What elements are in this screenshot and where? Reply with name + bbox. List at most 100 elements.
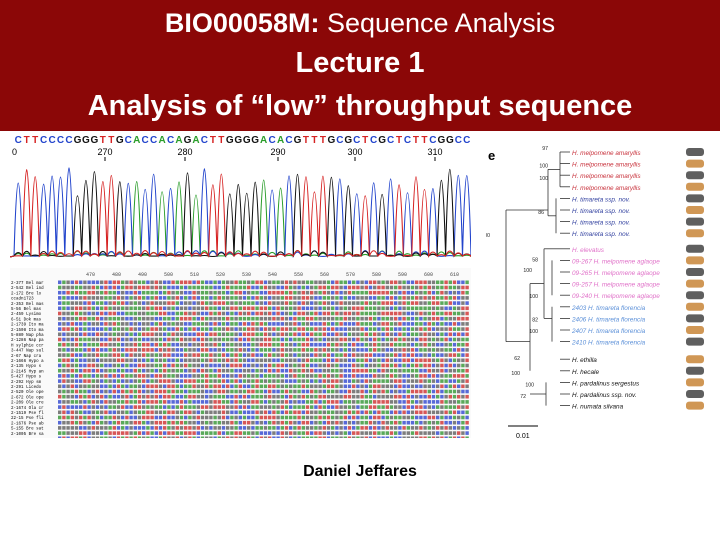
alignment-cell [62, 426, 66, 430]
alignment-cell [62, 436, 66, 441]
position-label: 280 [177, 147, 192, 157]
alignment-cell [238, 384, 242, 389]
alignment-cell [188, 342, 192, 347]
alignment-cell [402, 394, 406, 399]
alignment-cell [196, 394, 200, 399]
alignment-cell [452, 415, 457, 420]
alignment-cell [192, 410, 196, 415]
alignment-cell [385, 415, 389, 420]
alignment-cell [146, 285, 150, 290]
alignment-cell [419, 394, 423, 399]
alignment-cell [125, 322, 129, 326]
alignment-cell [104, 301, 108, 305]
alignment-cell [423, 306, 427, 311]
alignment-cell [415, 301, 419, 305]
alignment-cell [62, 285, 66, 290]
alignment-cell [121, 285, 125, 290]
alignment-cell [217, 316, 221, 321]
alignment-cell [129, 316, 133, 321]
alignment-cell [213, 410, 217, 415]
alignment-cell [209, 296, 213, 300]
alignment-cell [83, 285, 87, 290]
alignment-cell [381, 384, 385, 389]
alignment-cell [87, 363, 91, 368]
alignment-cell [272, 285, 276, 290]
alignment-column-label: 570 [346, 272, 355, 278]
alignment-cell [368, 379, 373, 383]
alignment-cell [389, 374, 394, 378]
alignment-cell [373, 426, 377, 430]
alignment-cell [179, 400, 184, 404]
alignment-cell [188, 394, 192, 399]
alignment-cell [108, 342, 112, 347]
alignment-cell [427, 332, 431, 337]
alignment-cell [347, 405, 352, 409]
alignment-cell [58, 400, 62, 404]
alignment-cell [108, 332, 112, 337]
alignment-cell [394, 280, 398, 285]
alignment-cell [465, 389, 469, 394]
alignment-cell [352, 374, 356, 378]
alignment-cell [326, 405, 331, 409]
alignment-cell [238, 358, 242, 363]
alignment-column-label: 560 [320, 272, 329, 278]
author-name: Daniel Jeffares [303, 463, 417, 480]
alignment-cell [83, 322, 87, 326]
alignment-cell [322, 316, 326, 321]
alignment-cell [415, 316, 419, 321]
alignment-cell [452, 358, 457, 363]
alignment-cell [175, 290, 179, 295]
alignment-cell [247, 394, 251, 399]
alignment-cell [465, 311, 469, 316]
alignment-cell [356, 327, 360, 331]
alignment-cell [255, 374, 259, 378]
alignment-cell [142, 337, 146, 342]
alignment-row-name: 2-209 Ole cre [11, 401, 44, 406]
alignment-cell [209, 426, 213, 430]
alignment-cell [436, 368, 440, 373]
alignment-cell [461, 322, 465, 326]
base-call: G [234, 135, 242, 146]
alignment-cell [242, 342, 247, 347]
alignment-cell [377, 358, 381, 363]
alignment-cell [440, 426, 444, 430]
base-call: C [370, 135, 377, 146]
alignment-cell [423, 379, 427, 383]
alignment-cell [398, 358, 402, 363]
alignment-cell [356, 285, 360, 290]
alignment-cell [62, 332, 66, 337]
alignment-cell [179, 311, 184, 316]
alignment-cell [268, 296, 272, 300]
alignment-cell [154, 363, 158, 368]
alignment-cell [175, 306, 179, 311]
alignment-cell [398, 342, 402, 347]
taxon-label: H. melpomene amaryllis [572, 185, 641, 192]
alignment-cell [289, 389, 293, 394]
base-call: T [108, 135, 114, 146]
alignment-cell [263, 410, 268, 415]
alignment-cell [129, 342, 133, 347]
alignment-cell [146, 342, 150, 347]
alignment-cell [368, 358, 373, 363]
alignment-cell [427, 280, 431, 285]
alignment-cell [79, 311, 83, 316]
alignment-row-name: 2-542 Bel ind [11, 286, 44, 291]
alignment-cell [74, 316, 79, 321]
alignment-cell [146, 353, 150, 357]
alignment-cell [58, 337, 62, 342]
alignment-cell [200, 322, 205, 326]
alignment-cell [356, 290, 360, 295]
alignment-cell [192, 374, 196, 378]
alignment-cell [452, 431, 457, 435]
alignment-cell [448, 384, 452, 389]
alignment-cell [150, 285, 154, 290]
alignment-cell [301, 431, 305, 435]
alignment-cell [385, 389, 389, 394]
taxon-label: 09-240 H. melpomene aglaope [572, 293, 660, 300]
alignment-cell [402, 353, 406, 357]
alignment-cell [179, 327, 184, 331]
alignment-cell [385, 342, 389, 347]
alignment-cell [133, 379, 137, 383]
alignment-cell [360, 337, 364, 342]
